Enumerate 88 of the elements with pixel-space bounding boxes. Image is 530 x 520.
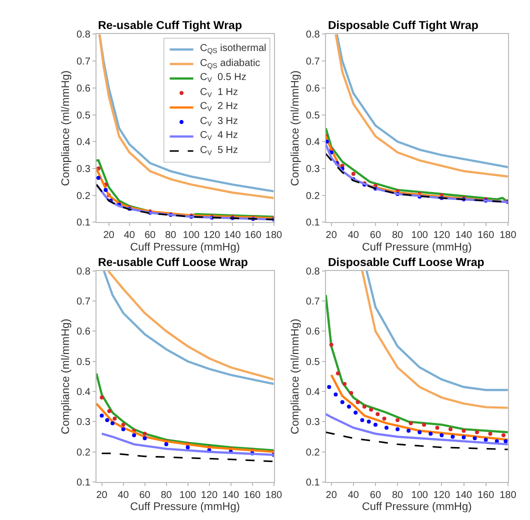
y-tick-label: 0.6	[306, 326, 320, 338]
x-tick-label: 40	[124, 230, 136, 242]
x-tick-label: 100	[179, 490, 197, 501]
x-tick-label: 120	[200, 490, 218, 501]
y-tick-label: 0.1	[306, 218, 320, 229]
y-tick-label: 0.2	[306, 190, 320, 202]
x-tick-label: 80	[392, 490, 404, 501]
x-tick-label: 40	[118, 490, 130, 501]
y-tick-label: 0.2	[76, 190, 91, 202]
y-tick-label: 0.3	[306, 164, 320, 175]
x-tick-label: 180	[500, 230, 517, 242]
x-tick-label: 20	[96, 490, 108, 501]
y-tick-label: 0.3	[306, 417, 320, 428]
y-tick-label: 0.6	[76, 83, 91, 94]
x-tick-label: 80	[165, 230, 177, 242]
chart-title: Disposable Cuff Loose Wrap	[328, 257, 484, 269]
x-tick-label: 100	[182, 230, 200, 242]
y-tick-label: 0.8	[306, 266, 320, 278]
x-tick-label: 160	[244, 490, 262, 501]
x-tick-label: 40	[348, 230, 360, 242]
legend-label: C$_{V}$ 3 Hz	[200, 116, 238, 128]
x-tick-label: 160	[477, 490, 495, 501]
x-tick-label: 80	[392, 230, 404, 242]
legend-label: C$_{V}$ 2 Hz	[200, 101, 238, 114]
legend-label: C$_{V}$ 0.5 Hz	[200, 72, 246, 84]
x-tick-label: 60	[370, 230, 382, 242]
y-axis-title: Compliance (ml/mmHg)	[290, 70, 302, 186]
y-tick-label: 0.8	[76, 30, 91, 41]
y-tick-label: 0.7	[306, 56, 320, 68]
y-axis-title: Compliance (ml/mmHg)	[60, 318, 72, 434]
y-tick-label: 0.3	[76, 417, 91, 428]
x-tick-label: 20	[326, 490, 338, 501]
x-axis-title: Cuff Pressure (mmHg)	[362, 241, 472, 254]
x-tick-label: 180	[265, 490, 283, 501]
x-tick-label: 60	[139, 490, 151, 501]
y-tick-label: 0.4	[306, 137, 320, 148]
y-axis-title: Compliance (ml/mmHg)	[290, 318, 302, 434]
chart-title: Re-usable Cuff Tight Wrap	[98, 20, 242, 32]
y-tick-label: 0.8	[76, 266, 91, 278]
y-tick-label: 0.1	[76, 218, 91, 229]
y-tick-label: 0.2	[306, 447, 320, 458]
y-tick-label: 0.8	[306, 30, 320, 41]
y-tick-label: 0.5	[306, 110, 320, 122]
chart-title: Disposable Cuff Tight Wrap	[328, 20, 478, 32]
x-tick-label: 80	[160, 490, 172, 501]
legend-label: C$_{V}$ 4 Hz	[200, 130, 238, 142]
x-tick-label: 100	[411, 490, 428, 501]
x-tick-label: 120	[204, 230, 221, 242]
y-tick-label: 0.7	[306, 296, 320, 308]
x-tick-label: 120	[433, 230, 450, 242]
y-tick-label: 0.4	[76, 137, 91, 148]
legend-label: C$_{V}$ 5 Hz	[200, 145, 238, 158]
legend-label: C$_{QS}$ isothermal	[200, 43, 266, 56]
x-axis-title: Cuff Pressure (mmHg)	[362, 501, 472, 514]
y-tick-label: 0.6	[76, 326, 91, 338]
x-axis-title: Cuff Pressure (mmHg)	[130, 241, 240, 254]
x-axis-title: Cuff Pressure (mmHg)	[130, 501, 240, 514]
x-tick-label: 60	[144, 230, 156, 242]
legend-label: C$_{QS}$ adiabatic	[200, 58, 260, 70]
x-tick-label: 180	[500, 490, 517, 501]
x-tick-label: 140	[222, 490, 240, 501]
y-tick-label: 0.2	[76, 447, 91, 458]
x-tick-label: 160	[244, 230, 262, 242]
y-tick-label: 0.3	[76, 164, 91, 175]
y-tick-label: 0.7	[76, 296, 91, 308]
legend-label: C$_{V}$ 1 Hz	[200, 87, 238, 100]
x-tick-label: 140	[224, 230, 242, 242]
x-tick-label: 140	[455, 490, 473, 501]
x-tick-label: 180	[265, 230, 283, 242]
y-tick-label: 0.4	[306, 387, 320, 398]
y-tick-label: 0.5	[76, 110, 91, 122]
y-tick-label: 0.7	[76, 56, 91, 68]
x-tick-label: 140	[455, 230, 473, 242]
x-tick-label: 20	[326, 230, 338, 242]
x-tick-label: 160	[477, 230, 495, 242]
y-tick-label: 0.5	[306, 356, 320, 368]
y-tick-label: 0.4	[76, 387, 91, 398]
y-tick-label: 0.5	[76, 356, 91, 368]
x-tick-label: 60	[370, 490, 382, 501]
y-axis-title: Compliance (ml/mmHg)	[60, 70, 72, 186]
y-tick-label: 0.6	[306, 83, 320, 94]
x-tick-label: 120	[433, 490, 450, 501]
x-tick-label: 20	[103, 230, 115, 242]
y-tick-label: 0.1	[306, 478, 320, 488]
y-tick-label: 0.1	[76, 478, 91, 488]
x-tick-label: 100	[411, 230, 428, 242]
x-tick-label: 40	[348, 490, 360, 501]
chart-title: Re-usable Cuff Loose Wrap	[98, 257, 248, 269]
